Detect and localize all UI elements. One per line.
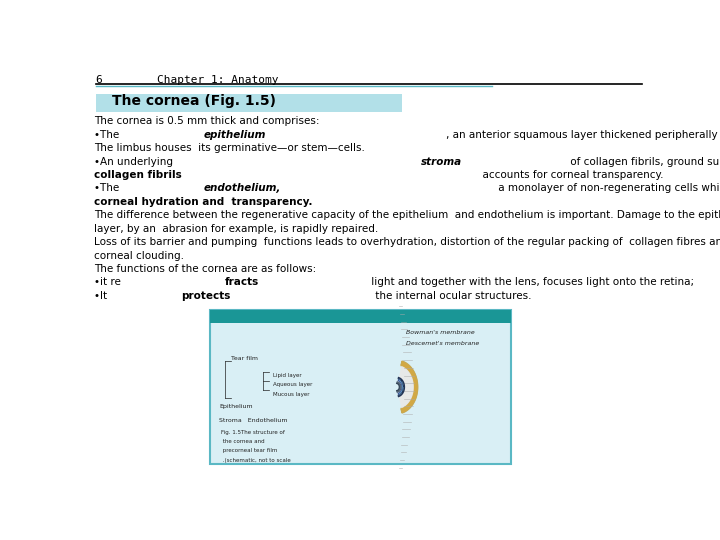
Text: fracts: fracts	[225, 278, 259, 287]
Text: The cornea (Fig. 1.5): The cornea (Fig. 1.5)	[112, 94, 276, 108]
Text: Lipid layer: Lipid layer	[274, 373, 302, 378]
Text: accounts for corneal transparency.: accounts for corneal transparency.	[476, 170, 664, 180]
Text: of collagen fibrils, ground substance and fibro-  blasts. The: of collagen fibrils, ground substance an…	[567, 157, 720, 167]
Text: Loss of its barrier and pumping  functions leads to overhydration, distortion of: Loss of its barrier and pumping function…	[94, 237, 720, 247]
Polygon shape	[401, 361, 418, 413]
Text: Descemet's membrane: Descemet's membrane	[406, 341, 479, 346]
Text: The limbus houses  its germinative—or stem—cells.: The limbus houses its germinative—or ste…	[94, 143, 365, 153]
Text: Mucous layer: Mucous layer	[274, 392, 310, 397]
Text: Epithelium: Epithelium	[219, 404, 253, 409]
FancyBboxPatch shape	[96, 94, 402, 112]
Text: Stroma   Endothelium: Stroma Endothelium	[219, 418, 287, 423]
Text: collagen fibrils: collagen fibrils	[94, 170, 182, 180]
Text: The difference between the regenerative capacity of the epithelium  and endothel: The difference between the regenerative …	[94, 210, 720, 220]
FancyBboxPatch shape	[210, 310, 511, 323]
Text: •An underlying: •An underlying	[94, 157, 176, 167]
Text: •The: •The	[94, 184, 123, 193]
Text: •The: •The	[94, 130, 123, 140]
Text: .(schematic, not to scale: .(schematic, not to scale	[221, 457, 291, 463]
Polygon shape	[397, 381, 402, 393]
Text: •it re: •it re	[94, 278, 122, 287]
Text: •It: •It	[94, 291, 111, 301]
Text: Bowman's membrane: Bowman's membrane	[406, 330, 474, 335]
Text: endothelium,: endothelium,	[203, 184, 281, 193]
Text: the internal ocular structures.: the internal ocular structures.	[372, 291, 532, 301]
Text: Fig. 1.5The structure of: Fig. 1.5The structure of	[221, 430, 285, 435]
Polygon shape	[399, 366, 414, 408]
Text: corneal clouding.: corneal clouding.	[94, 251, 184, 261]
Text: corneal hydration and  transparency.: corneal hydration and transparency.	[94, 197, 313, 207]
Text: Aqueous layer: Aqueous layer	[274, 382, 312, 387]
Text: light and together with the lens, focuses light onto the retina;: light and together with the lens, focuse…	[368, 278, 694, 287]
Text: , an anterior squamous layer thickened peripherally at  the limbus where it is c: , an anterior squamous layer thickened p…	[446, 130, 720, 140]
Text: precorneal tear film: precorneal tear film	[221, 448, 277, 454]
Text: 6: 6	[96, 75, 102, 85]
Text: stroma: stroma	[421, 157, 462, 167]
Text: the cornea and: the cornea and	[221, 439, 265, 444]
Text: epithelium: epithelium	[203, 130, 266, 140]
Text: protects: protects	[181, 291, 231, 301]
Polygon shape	[398, 379, 404, 395]
Text: a monolayer of non-regenerating cells which actively  pumps ions and water from : a monolayer of non-regenerating cells wh…	[495, 184, 720, 193]
Text: The cornea is 0.5 mm thick and comprises:: The cornea is 0.5 mm thick and comprises…	[94, 116, 320, 125]
Text: The functions of the cornea are as follows:: The functions of the cornea are as follo…	[94, 264, 317, 274]
Text: Tear film: Tear film	[231, 356, 258, 361]
Text: Chapter 1: Anatomy: Chapter 1: Anatomy	[157, 75, 279, 85]
Text: layer, by an  abrasion for example, is rapidly repaired.: layer, by an abrasion for example, is ra…	[94, 224, 382, 234]
FancyBboxPatch shape	[210, 310, 511, 464]
